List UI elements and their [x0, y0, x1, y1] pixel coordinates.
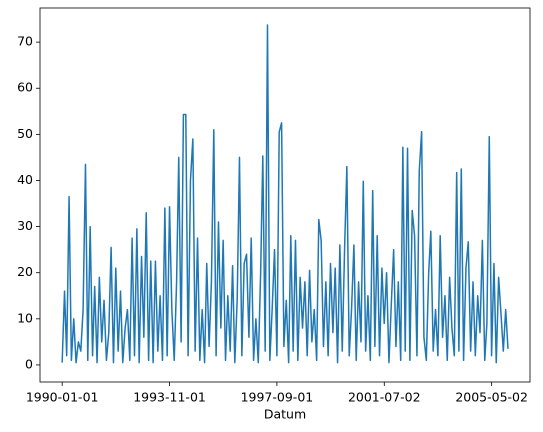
x-tick-label: 1990-01-01 [26, 390, 99, 405]
y-tick-label: 10 [17, 310, 33, 325]
y-tick-label: 20 [17, 264, 33, 279]
x-tick-label: 2005-05-02 [455, 390, 528, 405]
y-tick-label: 70 [17, 34, 33, 49]
y-tick-label: 30 [17, 218, 33, 233]
x-tick-label: 1997-09-01 [241, 390, 314, 405]
x-axis-label: Datum [264, 407, 306, 422]
x-tick-label: 2001-07-02 [348, 390, 421, 405]
y-tick-label: 0 [25, 356, 33, 371]
y-tick-label: 40 [17, 172, 33, 187]
y-tick-label: 50 [17, 126, 33, 141]
x-tick-label: 1993-11-01 [133, 390, 206, 405]
axes-frame [39, 7, 531, 383]
data-line [61, 24, 509, 364]
y-tick-label: 60 [17, 80, 33, 95]
